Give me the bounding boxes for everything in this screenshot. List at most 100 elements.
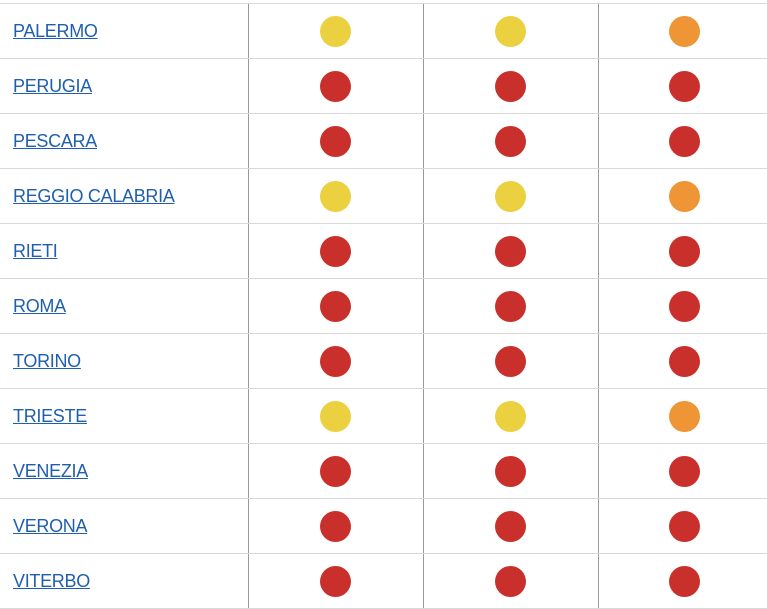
status-cell bbox=[597, 58, 767, 114]
status-dot bbox=[495, 125, 526, 157]
status-cell bbox=[247, 58, 423, 114]
status-cell bbox=[597, 498, 767, 554]
city-link[interactable]: PERUGIA bbox=[13, 75, 92, 96]
status-cell bbox=[597, 388, 767, 444]
status-cell bbox=[597, 553, 767, 609]
status-cell bbox=[422, 553, 598, 609]
status-dot bbox=[668, 70, 700, 102]
table-row: VENEZIA bbox=[0, 443, 767, 499]
table-row: PESCARA bbox=[0, 113, 767, 169]
city-cell: RIETI bbox=[0, 223, 248, 279]
status-dot bbox=[668, 565, 700, 597]
city-link[interactable]: REGGIO CALABRIA bbox=[13, 185, 175, 206]
status-dot bbox=[668, 180, 700, 212]
table-row: TORINO bbox=[0, 333, 767, 389]
status-cell bbox=[597, 168, 767, 224]
status-dot bbox=[668, 455, 700, 487]
table-row: VERONA bbox=[0, 498, 767, 554]
status-cell bbox=[422, 278, 598, 334]
status-cell bbox=[247, 223, 423, 279]
status-cell bbox=[247, 278, 423, 334]
status-dot bbox=[668, 125, 700, 157]
status-cell bbox=[247, 553, 423, 609]
status-table: PALERMO PERUGIA PESCARA REGGIO CALABRIA RIET… bbox=[0, 3, 767, 609]
status-dot bbox=[320, 70, 351, 102]
status-dot bbox=[495, 455, 526, 487]
status-dot bbox=[320, 510, 351, 542]
status-dot bbox=[320, 15, 351, 47]
status-cell bbox=[597, 223, 767, 279]
city-cell: TRIESTE bbox=[0, 388, 248, 444]
city-link[interactable]: VITERBO bbox=[13, 570, 90, 591]
status-cell bbox=[422, 443, 598, 499]
status-dot bbox=[495, 345, 526, 377]
status-dot bbox=[495, 290, 526, 322]
city-cell: VENEZIA bbox=[0, 443, 248, 499]
city-link[interactable]: VERONA bbox=[13, 515, 88, 536]
status-cell bbox=[247, 113, 423, 169]
table-row: RIETI bbox=[0, 223, 767, 279]
city-link[interactable]: PALERMO bbox=[13, 20, 98, 41]
status-dot bbox=[320, 400, 351, 432]
status-dot bbox=[320, 235, 351, 267]
city-cell: ROMA bbox=[0, 278, 248, 334]
status-dot bbox=[495, 70, 526, 102]
table-row: VITERBO bbox=[0, 553, 767, 609]
status-cell bbox=[422, 498, 598, 554]
status-dot bbox=[495, 565, 526, 597]
status-dot bbox=[320, 180, 351, 212]
city-cell: TORINO bbox=[0, 333, 248, 389]
status-cell bbox=[422, 113, 598, 169]
table-row: REGGIO CALABRIA bbox=[0, 168, 767, 224]
table-row: PALERMO bbox=[0, 3, 767, 59]
status-cell bbox=[422, 223, 598, 279]
table-row: ROMA bbox=[0, 278, 767, 334]
city-link[interactable]: PESCARA bbox=[13, 130, 97, 151]
status-cell bbox=[422, 333, 598, 389]
status-cell bbox=[597, 333, 767, 389]
status-dot bbox=[495, 235, 526, 267]
city-cell: VERONA bbox=[0, 498, 248, 554]
status-dot bbox=[320, 290, 351, 322]
status-dot bbox=[495, 400, 526, 432]
status-dot bbox=[495, 510, 526, 542]
status-dot bbox=[320, 455, 351, 487]
city-link[interactable]: TORINO bbox=[13, 350, 81, 371]
status-dot bbox=[495, 15, 526, 47]
city-cell: PERUGIA bbox=[0, 58, 248, 114]
status-cell bbox=[247, 333, 423, 389]
city-link[interactable]: TRIESTE bbox=[13, 405, 87, 426]
table-row: PERUGIA bbox=[0, 58, 767, 114]
status-cell bbox=[247, 168, 423, 224]
status-dot bbox=[320, 125, 351, 157]
status-dot bbox=[668, 510, 700, 542]
status-cell bbox=[247, 443, 423, 499]
status-cell bbox=[597, 278, 767, 334]
city-cell: VITERBO bbox=[0, 553, 248, 609]
status-cell bbox=[422, 58, 598, 114]
city-cell: PESCARA bbox=[0, 113, 248, 169]
status-cell bbox=[422, 388, 598, 444]
status-cell bbox=[597, 3, 767, 59]
status-dot bbox=[320, 345, 351, 377]
city-cell: PALERMO bbox=[0, 3, 248, 59]
status-cell bbox=[247, 498, 423, 554]
status-dot bbox=[495, 180, 526, 212]
status-dot bbox=[668, 290, 700, 322]
city-link[interactable]: ROMA bbox=[13, 295, 66, 316]
status-dot bbox=[668, 400, 700, 432]
status-cell bbox=[597, 443, 767, 499]
city-link[interactable]: RIETI bbox=[13, 240, 58, 261]
status-dot bbox=[668, 235, 700, 267]
status-cell bbox=[422, 168, 598, 224]
status-dot bbox=[320, 565, 351, 597]
status-cell bbox=[597, 113, 767, 169]
status-dot bbox=[668, 15, 700, 47]
city-link[interactable]: VENEZIA bbox=[13, 460, 88, 481]
status-cell bbox=[247, 3, 423, 59]
city-cell: REGGIO CALABRIA bbox=[0, 168, 248, 224]
status-cell bbox=[422, 3, 598, 59]
table-row: TRIESTE bbox=[0, 388, 767, 444]
